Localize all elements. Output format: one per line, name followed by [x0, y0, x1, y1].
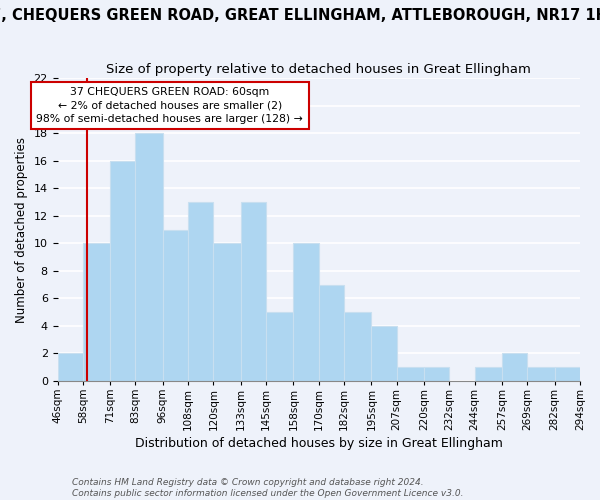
Bar [214, 244, 241, 381]
Bar [555, 367, 580, 381]
Bar [527, 367, 555, 381]
Bar [188, 202, 214, 381]
Bar [344, 312, 371, 381]
Bar [319, 284, 344, 381]
Bar [163, 230, 188, 381]
Bar [110, 160, 136, 381]
Y-axis label: Number of detached properties: Number of detached properties [15, 136, 28, 322]
Bar [502, 354, 527, 381]
X-axis label: Distribution of detached houses by size in Great Ellingham: Distribution of detached houses by size … [135, 437, 503, 450]
Bar [83, 244, 110, 381]
Bar [266, 312, 293, 381]
Bar [397, 367, 424, 381]
Bar [424, 367, 449, 381]
Text: 37, CHEQUERS GREEN ROAD, GREAT ELLINGHAM, ATTLEBOROUGH, NR17 1HU: 37, CHEQUERS GREEN ROAD, GREAT ELLINGHAM… [0, 8, 600, 22]
Bar [241, 202, 266, 381]
Bar [293, 244, 319, 381]
Text: Contains HM Land Registry data © Crown copyright and database right 2024.
Contai: Contains HM Land Registry data © Crown c… [72, 478, 464, 498]
Title: Size of property relative to detached houses in Great Ellingham: Size of property relative to detached ho… [106, 62, 531, 76]
Bar [58, 354, 83, 381]
Bar [136, 133, 163, 381]
Text: 37 CHEQUERS GREEN ROAD: 60sqm
← 2% of detached houses are smaller (2)
98% of sem: 37 CHEQUERS GREEN ROAD: 60sqm ← 2% of de… [37, 87, 303, 124]
Bar [475, 367, 502, 381]
Bar [371, 326, 397, 381]
